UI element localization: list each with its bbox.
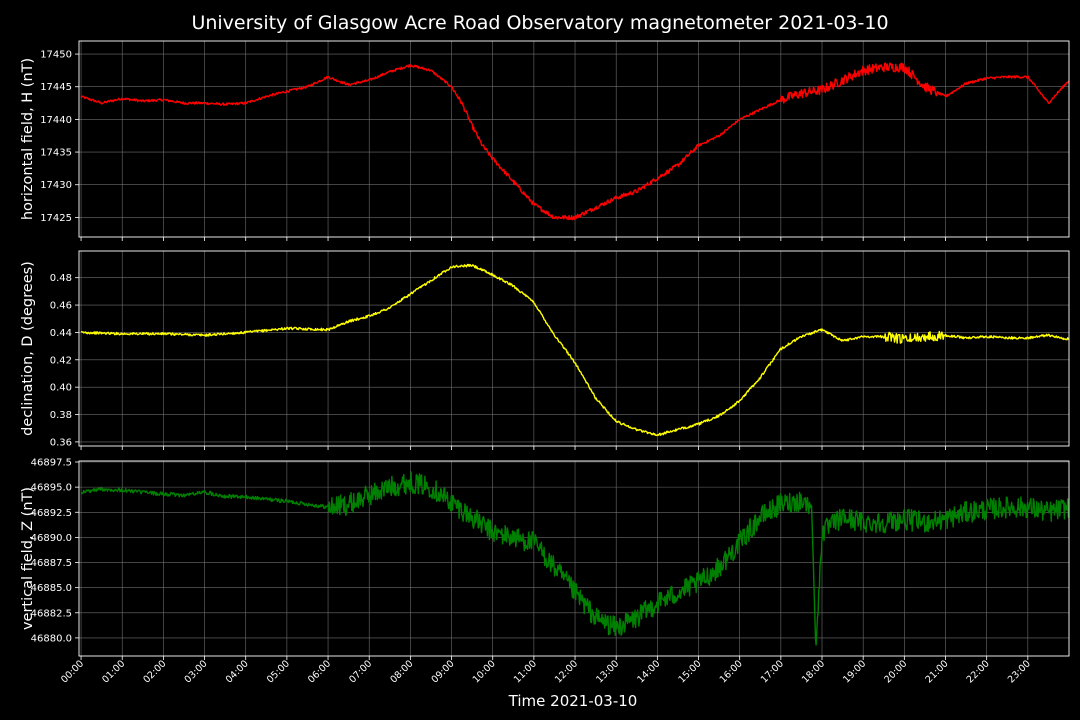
series-line (80, 263, 1070, 437)
x-tick-label: 04:00 (224, 658, 251, 685)
x-tick-label: 02:00 (141, 658, 168, 685)
x-tick-label: 08:00 (388, 658, 415, 685)
x-tick-label: 03:00 (183, 658, 210, 685)
panel-2: 0.36 0.38 0.40 0.42 0.44 0.46 0.48 declination,… (20, 250, 1070, 450)
x-axis-label: Time 2021-03-10 (508, 692, 638, 710)
y-tick-label: 0.40 (50, 383, 72, 394)
panel-1: 17425 17430 17435 17440 17445 17450 horizontal… (20, 40, 1070, 241)
y-axis-label: declination, D (degrees) (20, 261, 36, 436)
x-tick-label: 00:00 (59, 658, 86, 685)
y-tick-label: 46895.0 (31, 483, 72, 494)
y-tick-label: 46890.0 (31, 533, 72, 544)
y-axis-label: horizontal field, H (nT) (20, 58, 36, 220)
x-tick-label: 16:00 (718, 658, 745, 685)
x-tick-label: 22:00 (965, 658, 992, 685)
axes-frame (78, 250, 1070, 447)
axes-frame (78, 40, 1070, 238)
x-tick-label: 14:00 (635, 658, 662, 685)
series-line (80, 471, 1070, 646)
y-tick-label: 46892.5 (31, 508, 72, 519)
x-axis-ticks: 00:00 01:00 02:00 03:00 04:00 05:00 06:00 07:00… (59, 658, 1033, 685)
x-tick-label: 18:00 (800, 658, 827, 685)
y-tick-label: 17445 (40, 82, 72, 93)
y-tick-label: 0.42 (50, 355, 72, 366)
x-tick-label: 01:00 (100, 658, 127, 685)
y-tick-label: 46897.5 (31, 458, 72, 469)
x-tick-label: 13:00 (594, 658, 621, 685)
x-tick-label: 19:00 (841, 658, 868, 685)
y-tick-label: 46882.5 (31, 608, 72, 619)
y-axis-label: vertical field, Z (nT) (20, 487, 36, 630)
x-tick-label: 07:00 (347, 658, 374, 685)
x-tick-label: 09:00 (430, 658, 457, 685)
plot-panels: 17425 17430 17435 17440 17445 17450 horizontal… (20, 40, 1070, 660)
x-tick-label: 23:00 (1006, 658, 1033, 685)
x-tick-label: 20:00 (882, 658, 909, 685)
series-line (80, 62, 1070, 221)
y-tick-label: 0.38 (50, 410, 72, 421)
y-tick-label: 17450 (40, 50, 72, 61)
x-tick-label: 05:00 (265, 658, 292, 685)
y-tick-label: 17430 (40, 180, 72, 191)
y-tick-label: 0.46 (50, 301, 72, 312)
x-tick-label: 06:00 (306, 658, 333, 685)
x-tick-label: 12:00 (553, 658, 580, 685)
panel-3: 46880.0 46882.5 46885.0 46887.5 46890.0 46892… (20, 458, 1070, 660)
y-tick-label: 0.44 (50, 328, 72, 339)
x-tick-label: 21:00 (923, 658, 950, 685)
y-tick-label: 17425 (40, 213, 72, 224)
y-tick-label: 0.48 (50, 273, 72, 284)
y-tick-label: 46885.0 (31, 583, 72, 594)
x-tick-label: 17:00 (759, 658, 786, 685)
x-tick-label: 15:00 (676, 658, 703, 685)
y-tick-label: 46887.5 (31, 558, 72, 569)
figure-title: University of Glasgow Acre Road Observat… (191, 12, 888, 34)
y-tick-label: 0.36 (50, 437, 72, 448)
y-tick-label: 17440 (40, 115, 72, 126)
x-tick-label: 11:00 (512, 658, 539, 685)
y-tick-label: 17435 (40, 148, 72, 159)
x-tick-label: 10:00 (471, 658, 498, 685)
y-tick-label: 46880.0 (31, 633, 72, 644)
axes-frame (78, 460, 1070, 657)
